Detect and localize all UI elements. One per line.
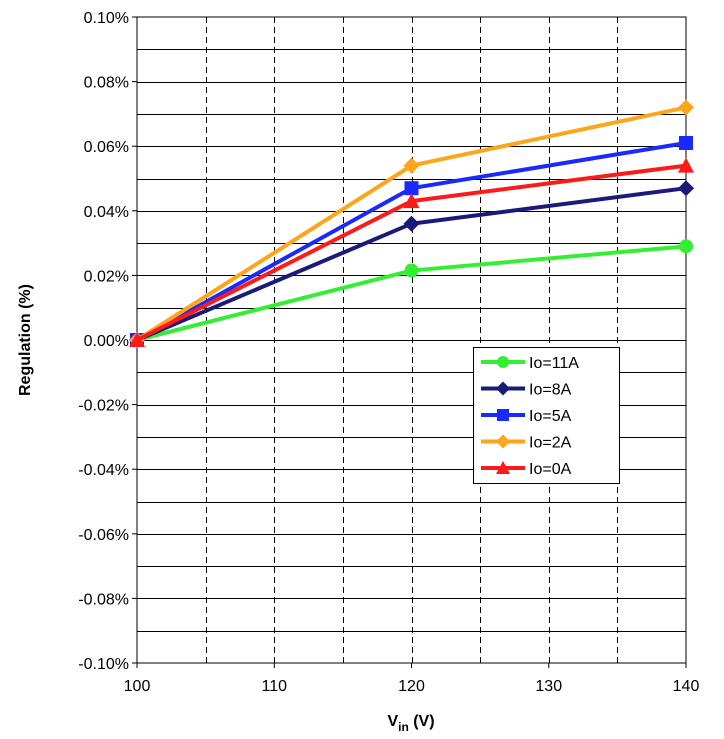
series-point (403, 215, 420, 232)
y-tick-label: -0.08% (78, 591, 129, 608)
x-tick-label: 100 (124, 678, 151, 695)
y-tick-label: 0.00% (84, 333, 129, 350)
legend-item: Io=8A (481, 381, 572, 399)
y-axis-title: Regulation (%) (17, 284, 34, 396)
series-point (404, 181, 419, 196)
series-point (678, 180, 694, 197)
legend-label: Io=0A (529, 461, 572, 478)
legend-label: Io=11A (529, 355, 579, 372)
series-point (404, 263, 419, 278)
series-point (496, 381, 510, 396)
y-tick-label: 0.06% (84, 139, 129, 156)
grid (137, 17, 686, 663)
series-io-11a (130, 239, 693, 347)
series-point (679, 239, 693, 254)
x-tick-label: 120 (398, 678, 425, 695)
y-tick-label: 0.08% (84, 75, 129, 92)
x-tick-label: 110 (261, 678, 287, 695)
series-point (403, 157, 420, 174)
y-tick-label: 0.10% (84, 10, 129, 27)
x-tick-label: 140 (673, 678, 700, 695)
series-point (497, 409, 509, 421)
series-point (129, 332, 145, 347)
x-axis-title-unit: (V) (409, 713, 435, 730)
legend-item: Io=0A (481, 461, 572, 478)
y-tick-label: -0.10% (78, 656, 129, 673)
legend-item: Io=2A (481, 434, 572, 452)
legend-label: Io=5A (529, 408, 572, 425)
y-tick-label: -0.04% (78, 462, 129, 479)
legend: Io=11A Io=8A Io=5A Io=2A Io=0A (473, 347, 620, 484)
series-point (678, 157, 694, 173)
y-tick-label: 0.02% (84, 268, 129, 285)
series-point (497, 356, 509, 368)
y-tick-label: 0.04% (84, 204, 129, 221)
series-group (129, 99, 694, 348)
series-io-0a (129, 157, 694, 347)
legend-label: Io=2A (529, 435, 572, 452)
x-axis-title-subscript: in (398, 720, 409, 734)
y-tick-label: -0.02% (78, 398, 129, 415)
series-point (496, 461, 510, 474)
legend-label: Io=8A (529, 382, 572, 399)
series-point (678, 99, 694, 116)
x-axis-ticks: 100 110 120 130 140 (124, 663, 700, 695)
legend-item: Io=5A (481, 408, 572, 425)
x-axis-title: Vin (V) (387, 713, 434, 734)
x-axis-title-main: V (387, 713, 398, 730)
y-tick-label: -0.06% (78, 527, 129, 544)
series-point (496, 434, 510, 449)
series-point (403, 193, 420, 209)
y-axis-ticks: 0.10% 0.08% 0.06% 0.04% 0.02% 0.00% -0.02% -0.0… (78, 10, 137, 673)
legend-item: Io=11A (481, 355, 579, 372)
series-point (679, 135, 693, 150)
x-tick-label: 130 (535, 678, 562, 695)
